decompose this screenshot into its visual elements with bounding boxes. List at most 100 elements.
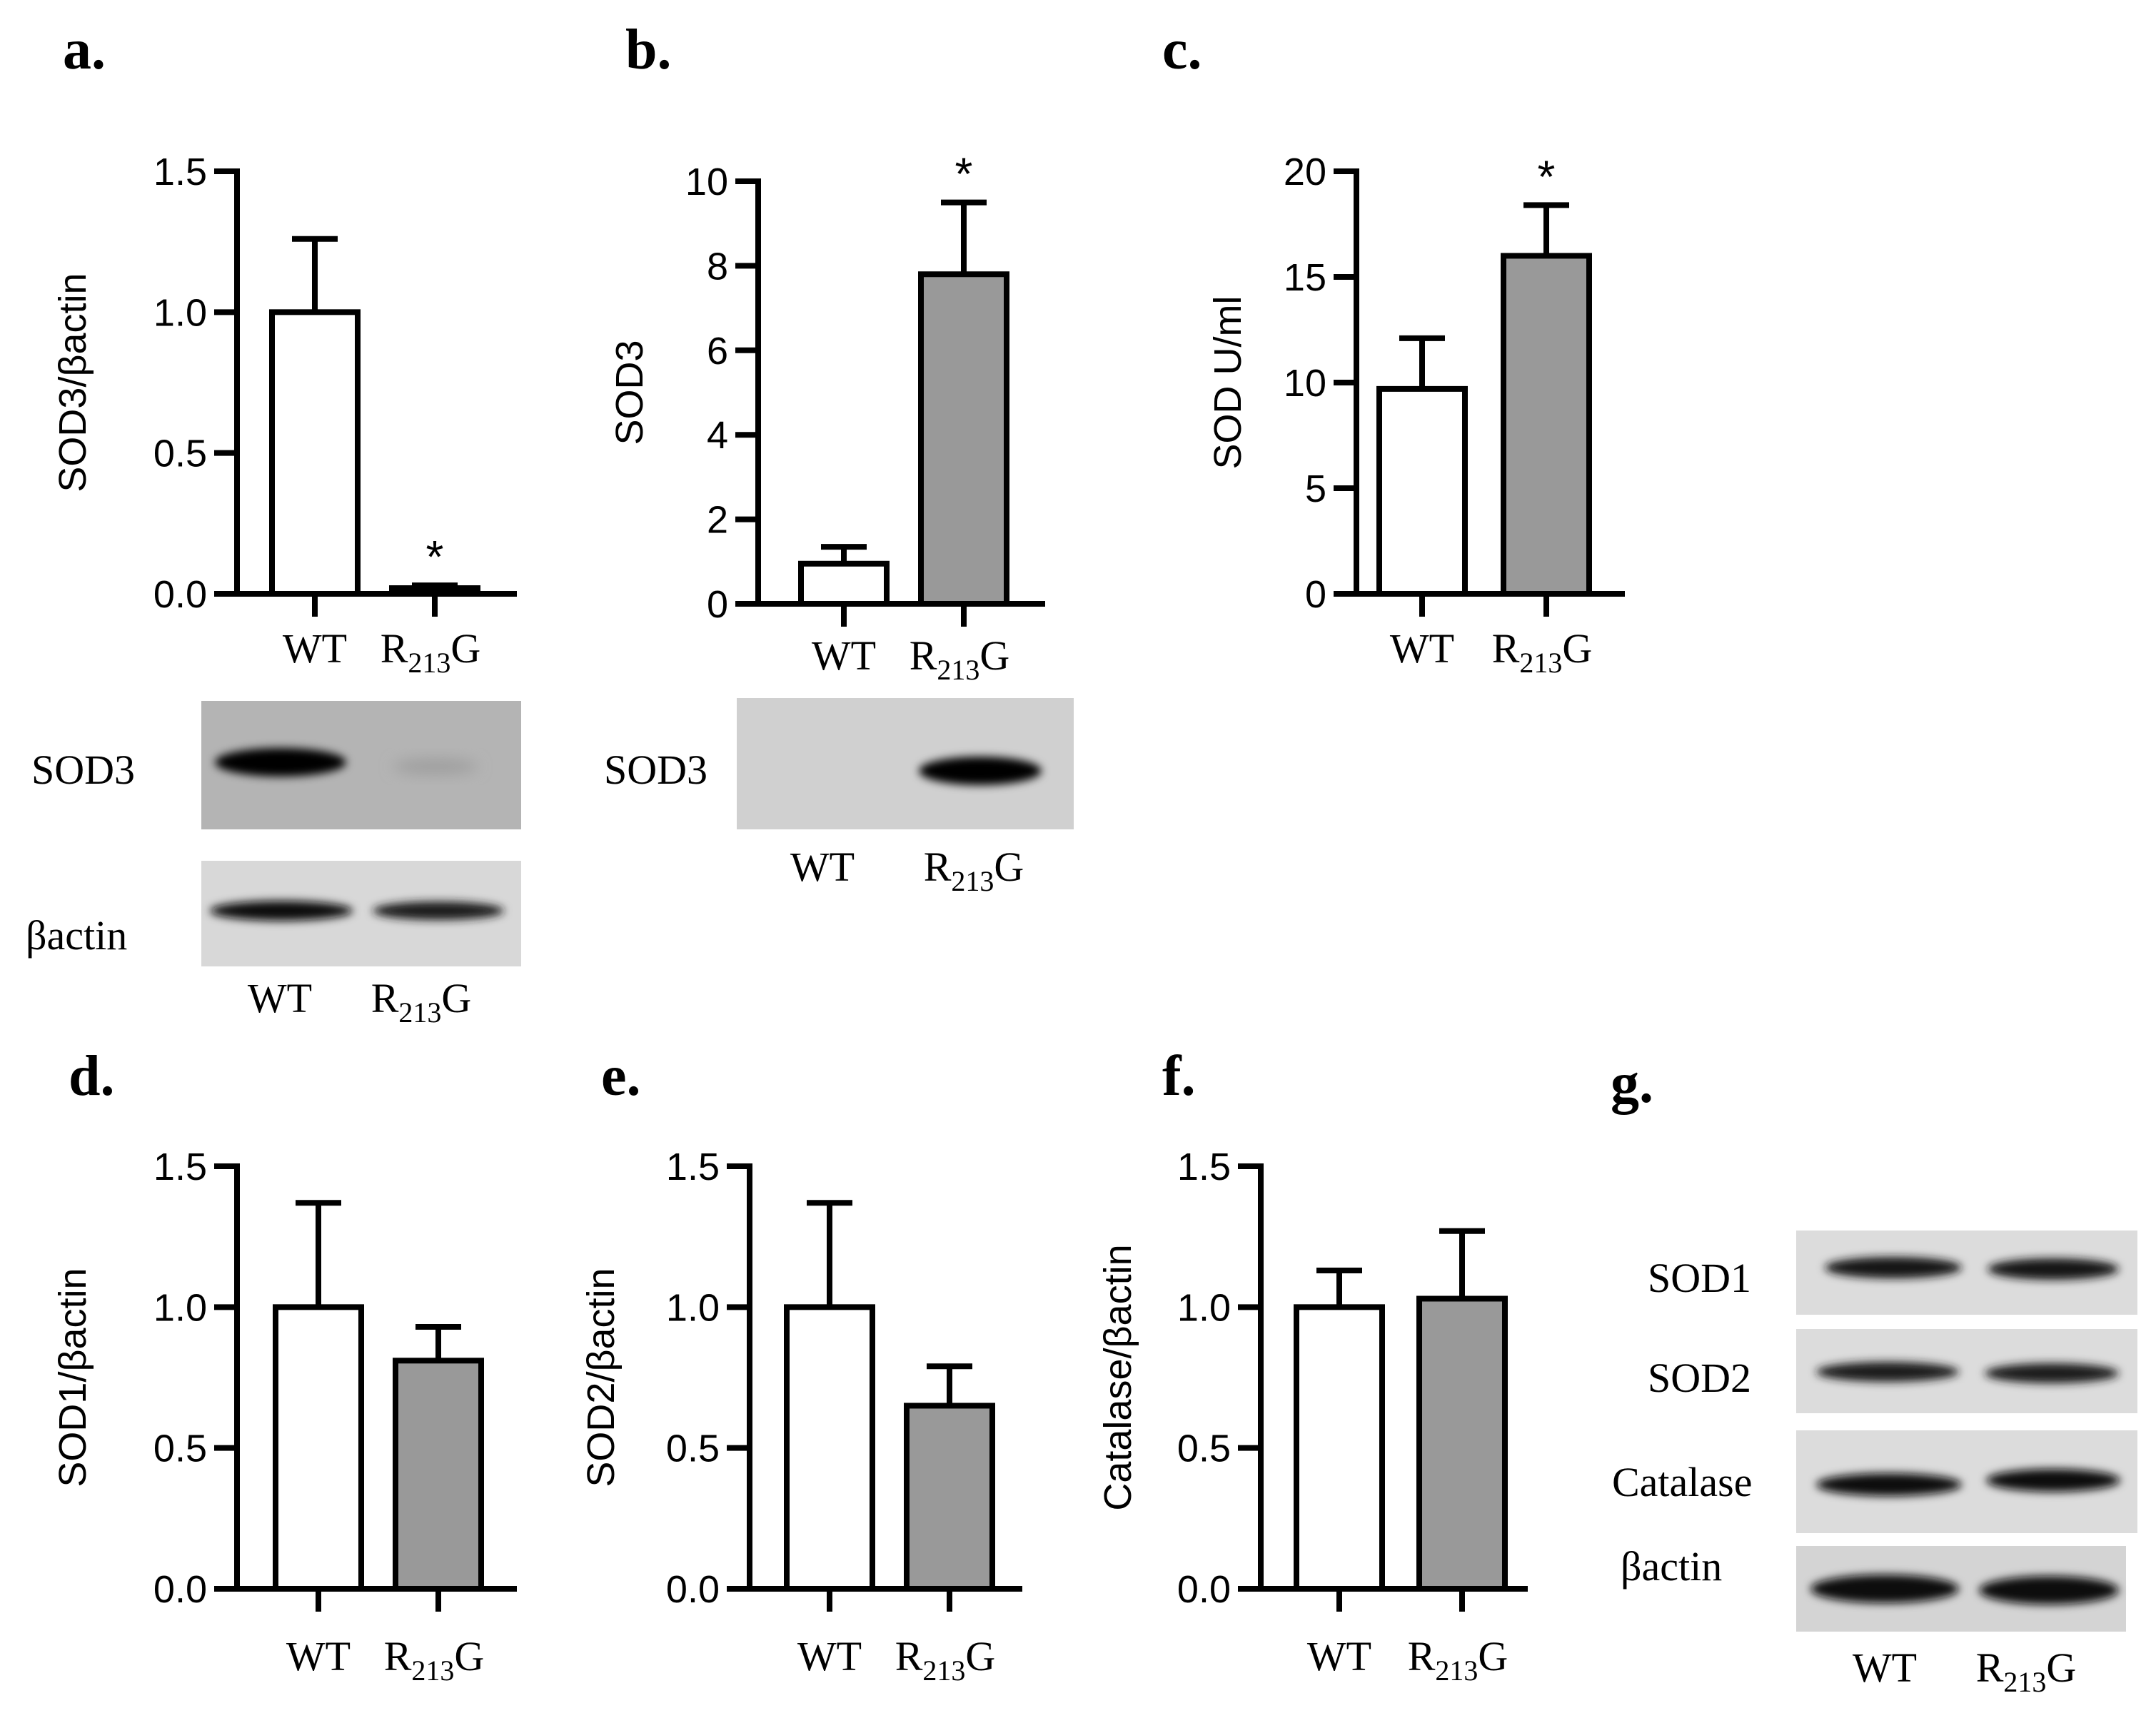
significance-star: * (426, 531, 444, 582)
blot-a-band-sod3-wt (215, 748, 346, 777)
y-axis-label: SOD U/ml (1207, 296, 1249, 470)
blot-g-band-catalase-wt (1816, 1473, 1962, 1496)
x-category-label-mut: R213G (1492, 625, 1593, 679)
panel-letter: b. (625, 19, 672, 81)
y-tick-label: 10 (1284, 362, 1326, 405)
bar-wt (784, 1304, 875, 1592)
y-tick-label: 0.0 (1177, 1568, 1231, 1611)
blot-g-mut-label: R213G (1976, 1644, 2077, 1698)
significance-star: * (955, 148, 973, 200)
blot-b-mut-label: R213G (924, 844, 1024, 897)
y-tick-label: 0.5 (666, 1428, 720, 1470)
blot-g-band-sod2-mut (1985, 1363, 2119, 1383)
blot-g-wt-label: WT (1853, 1644, 1917, 1691)
y-tick-label: 2 (707, 499, 728, 542)
blot-a-label-sod3: SOD3 (31, 747, 135, 793)
bar-r213g (393, 1358, 484, 1592)
y-tick-label: 5 (1305, 468, 1326, 510)
y-tick-label: 0.5 (153, 1428, 207, 1470)
bar-wt (1294, 1304, 1385, 1592)
x-category-label-wt: WT (797, 1633, 862, 1679)
blot-a-mut-label: R213G (371, 975, 472, 1029)
blot-g-label-bactin: βactin (1621, 1543, 1722, 1590)
blot-g-label-sod1: SOD1 (1648, 1255, 1751, 1301)
blot-panel-a: SOD3 βactin WT R213G (26, 701, 521, 1029)
y-tick-label: 15 (1284, 256, 1326, 299)
y-tick-label: 6 (707, 330, 728, 373)
y-tick-label: 0.5 (1177, 1428, 1231, 1470)
y-axis-label: Catalase/βactin (1097, 1244, 1139, 1510)
y-axis-label: SOD3/βactin (51, 273, 94, 492)
bar-wt (273, 1304, 364, 1592)
blot-panel-b: SOD3 WT R213G (604, 698, 1074, 897)
panel-letter: e. (601, 1045, 641, 1108)
chart-panel-c: c. SOD U/ml 0 5 10 15 20 * WT R213G (1162, 19, 1625, 679)
blot-a-label-bactin: βactin (26, 912, 127, 959)
x-category-label-mut: R213G (381, 625, 481, 679)
blot-b-label-sod3: SOD3 (604, 747, 707, 793)
chart-panel-d: d. SOD1/βactin 0.0 0.5 1.0 1.5 WT R213G (51, 1045, 517, 1687)
x-category-label-mut: R213G (910, 632, 1010, 686)
y-tick-label: 1.0 (666, 1286, 720, 1329)
blot-g-band-sod1-wt (1825, 1257, 1962, 1278)
bar-wt (269, 309, 361, 597)
blot-panel-g: g. SOD1 SOD2 Catalase βactin WT R213G (1611, 1052, 2137, 1698)
y-axis-label: SOD3 (608, 340, 651, 445)
y-tick-label: 10 (685, 161, 728, 203)
blot-g-band-sod1-mut (1988, 1258, 2119, 1280)
panel-letter: a. (63, 19, 106, 81)
y-tick-label: 1.0 (1177, 1286, 1231, 1329)
blot-g-label-catalase: Catalase (1612, 1459, 1752, 1505)
panel-letter: f. (1162, 1045, 1196, 1108)
y-tick-label: 1.5 (153, 151, 207, 193)
y-tick-label: 1.5 (153, 1146, 207, 1188)
y-tick-label: 0.5 (153, 433, 207, 475)
y-tick-label: 4 (707, 414, 728, 457)
x-category-label-wt: WT (283, 625, 347, 672)
significance-star: * (1538, 151, 1556, 202)
y-tick-label: 1.5 (1177, 1146, 1231, 1188)
y-tick-label: 0 (1305, 573, 1326, 616)
chart-panel-f: f. Catalase/βactin 0.0 0.5 1.0 1.5 WT R213G (1097, 1045, 1528, 1687)
y-tick-label: 0 (707, 583, 728, 626)
y-axis-label: SOD1/βactin (51, 1268, 94, 1487)
x-category-label-wt: WT (1307, 1633, 1371, 1679)
blot-a-band-sod3-mut (393, 759, 478, 774)
bar-r213g (389, 585, 480, 597)
x-category-label-wt: WT (1390, 625, 1454, 672)
y-tick-label: 1.0 (153, 291, 207, 334)
x-category-label-wt: WT (286, 1633, 351, 1679)
bar-wt (1376, 385, 1468, 597)
bar-r213g (904, 1403, 995, 1592)
x-category-label-mut: R213G (895, 1633, 996, 1687)
blot-g-label-sod2: SOD2 (1648, 1355, 1751, 1401)
y-tick-label: 0.0 (666, 1568, 720, 1611)
chart-panel-a: a. SOD3/βactin 0.0 0.5 1.0 1.5 * WT R213G (51, 19, 517, 679)
blot-a-wt-label: WT (248, 975, 312, 1021)
panel-letter: c. (1162, 19, 1202, 81)
bar-r213g (1501, 253, 1592, 597)
y-tick-label: 1.0 (153, 1286, 207, 1329)
x-category-label-wt: WT (812, 632, 876, 679)
blot-g-band-bactin-mut (1979, 1576, 2119, 1605)
blot-a-band-bactin-mut (373, 901, 504, 920)
chart-panel-e: e. SOD2/βactin 0.0 0.5 1.0 1.5 WT R213G (580, 1045, 1022, 1687)
bar-r213g (918, 271, 1009, 607)
blot-g-band-bactin-wt (1810, 1575, 1959, 1603)
y-tick-label: 0.0 (153, 1568, 207, 1611)
panel-letter: d. (69, 1045, 115, 1108)
blot-a-band-bactin-wt (210, 901, 353, 921)
y-tick-label: 1.5 (666, 1146, 720, 1188)
y-axis-label: SOD2/βactin (580, 1268, 623, 1487)
y-tick-label: 20 (1284, 151, 1326, 193)
bar-r213g (1416, 1295, 1508, 1592)
blot-b-wt-label: WT (790, 844, 855, 890)
blot-g-band-sod2-wt (1816, 1362, 1959, 1382)
bar-wt (798, 560, 890, 607)
blot-g-band-catalase-mut (1986, 1469, 2120, 1492)
chart-panel-b: b. SOD3 0 2 4 6 8 10 * WT R213G (608, 19, 1045, 686)
x-category-label-mut: R213G (1408, 1633, 1508, 1687)
x-category-label-mut: R213G (384, 1633, 485, 1687)
y-tick-label: 8 (707, 245, 728, 288)
